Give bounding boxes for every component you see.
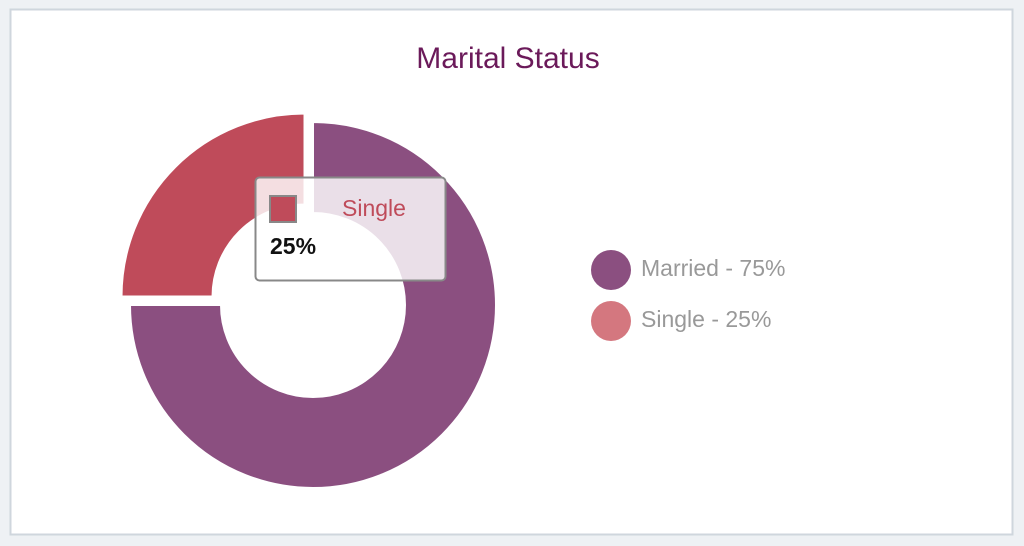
tooltip-category: Single [342, 195, 406, 221]
chart-title: Marital Status [416, 42, 599, 75]
legend-label: Single - 25% [641, 306, 771, 332]
legend-label: Married - 75% [641, 255, 785, 281]
tooltip: Single 25% [254, 176, 447, 282]
tooltip-value: 25% [270, 233, 316, 259]
legend-swatch [591, 301, 631, 341]
donut-slice [120, 112, 306, 298]
legend-swatch [591, 250, 631, 290]
tooltip-box [254, 176, 447, 282]
tooltip-swatch [269, 195, 297, 223]
